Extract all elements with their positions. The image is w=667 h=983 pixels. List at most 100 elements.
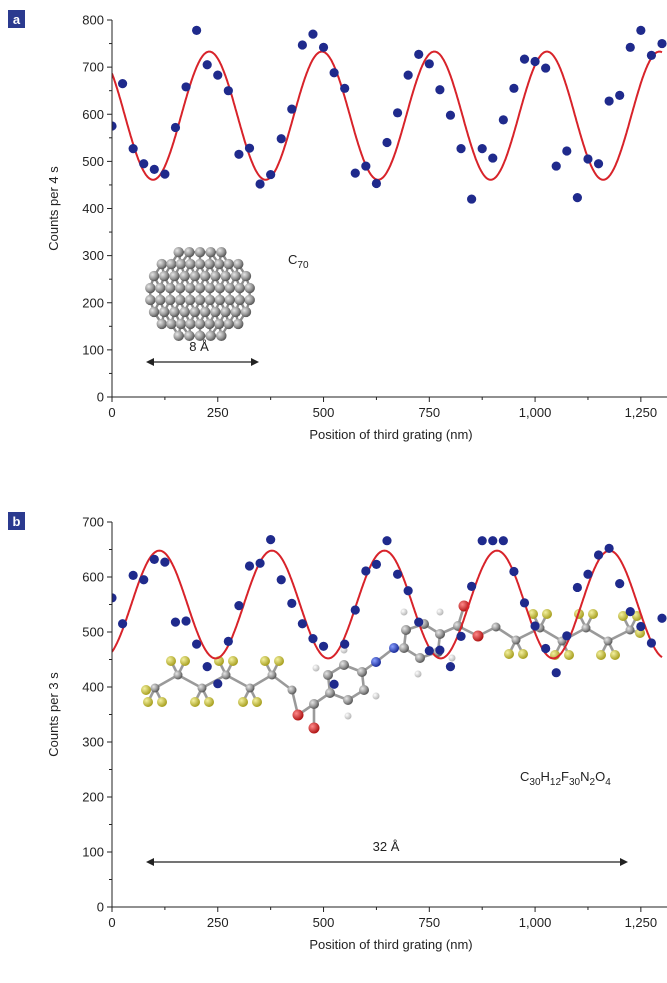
carbon-atom <box>415 653 425 663</box>
x-tick-label: 0 <box>108 405 115 420</box>
fluorine-atom <box>610 650 620 660</box>
fit-line <box>112 50 663 181</box>
carbon-atom <box>357 667 367 677</box>
oxygen-atom <box>308 722 320 734</box>
fluorine-atom <box>180 656 190 666</box>
data-point <box>308 634 318 644</box>
x-tick-label: 750 <box>418 405 440 420</box>
c70-atom <box>194 318 206 330</box>
scale-label-a: 8 Å <box>189 339 209 354</box>
y-tick-label: 500 <box>82 625 104 640</box>
data-point <box>519 54 530 64</box>
c70-atom <box>155 294 166 306</box>
c70-atom <box>189 270 201 282</box>
data-point <box>329 68 339 78</box>
c70-atom <box>213 318 225 330</box>
fluorine-atom <box>618 611 628 621</box>
c70-atom <box>175 318 187 330</box>
data-point <box>213 70 223 80</box>
carbon-atom <box>287 685 297 695</box>
fluorine-atom <box>143 697 153 707</box>
c70-atom <box>184 330 195 342</box>
data-point <box>287 104 297 114</box>
data-point <box>329 679 339 689</box>
fluorine-atom <box>528 609 538 619</box>
c70-atom <box>179 306 190 318</box>
data-point <box>467 194 477 204</box>
data-point <box>477 536 487 546</box>
c70-atom <box>194 330 206 342</box>
c70-atom <box>205 330 216 342</box>
data-points-b <box>112 535 667 689</box>
c70-atom <box>166 318 177 330</box>
c70-atom <box>174 282 186 294</box>
data-point <box>551 161 561 171</box>
fluorine-atom <box>588 609 598 619</box>
molecule-bond <box>176 673 204 690</box>
data-point <box>244 143 255 153</box>
c70-atom <box>220 270 231 282</box>
c70-atom <box>204 318 215 330</box>
c70-atom <box>189 306 201 318</box>
data-point <box>636 25 646 35</box>
carbon-atom <box>173 670 183 680</box>
c70-atom <box>244 294 255 306</box>
fluorine-atom <box>596 650 606 660</box>
nitrogen-atom <box>371 657 381 667</box>
data-point <box>170 122 181 133</box>
c70-atom <box>145 282 156 294</box>
c70-atom <box>174 294 186 306</box>
fluorine-atom <box>166 656 176 666</box>
data-point <box>202 60 212 70</box>
hydrogen-atom <box>414 670 422 678</box>
fluorine-atom <box>204 697 214 707</box>
data-point <box>562 146 572 156</box>
c70-atom <box>244 282 255 294</box>
carbon-atom <box>401 625 411 635</box>
y-tick-label: 700 <box>82 60 104 75</box>
c70-atom <box>214 294 226 306</box>
y-tick-label: 600 <box>82 570 104 585</box>
data-point <box>572 582 582 593</box>
data-point <box>498 115 508 125</box>
data-point <box>350 605 360 615</box>
data-point <box>583 154 593 164</box>
c70-atom <box>224 282 236 294</box>
data-point <box>530 56 540 67</box>
x-axis-label-b: Position of third grating (nm) <box>309 937 472 952</box>
c70-atom <box>216 330 227 342</box>
data-points-a <box>112 25 667 204</box>
fluorine-atom <box>252 697 262 707</box>
data-point <box>266 169 276 180</box>
fluorine-atom <box>260 656 270 666</box>
fluorine-atom <box>518 649 528 659</box>
data-point <box>456 631 466 642</box>
carbon-atom <box>245 683 255 693</box>
fluorine-atom <box>504 649 514 659</box>
c70-atom <box>224 294 236 306</box>
data-point <box>128 570 138 580</box>
carbon-atom <box>267 670 277 680</box>
y-axis-label-a: Counts per 4 s <box>46 166 61 251</box>
data-point <box>276 134 286 144</box>
data-point <box>477 144 487 154</box>
c70-atom <box>199 270 211 282</box>
x-tick-label: 500 <box>313 915 335 930</box>
fluorine-atom <box>238 697 248 707</box>
y-tick-label: 100 <box>82 845 104 860</box>
scale-label-b: 32 Å <box>373 839 400 854</box>
data-point <box>170 617 181 627</box>
data-point <box>551 668 561 678</box>
c70-atom <box>184 294 196 306</box>
carbon-atom <box>150 683 160 693</box>
c70-atom <box>233 258 244 270</box>
data-point <box>308 29 318 39</box>
axes-b: 0 100 200 300 400 500 600 700 0 250 500 750 1,000 1,2… <box>82 515 667 930</box>
c70-atom <box>223 258 234 270</box>
x-tick-label: 1,000 <box>519 915 552 930</box>
data-point <box>160 557 170 567</box>
c70-atom <box>234 282 245 294</box>
panel-label-a-box <box>8 10 25 28</box>
data-point <box>266 535 276 545</box>
